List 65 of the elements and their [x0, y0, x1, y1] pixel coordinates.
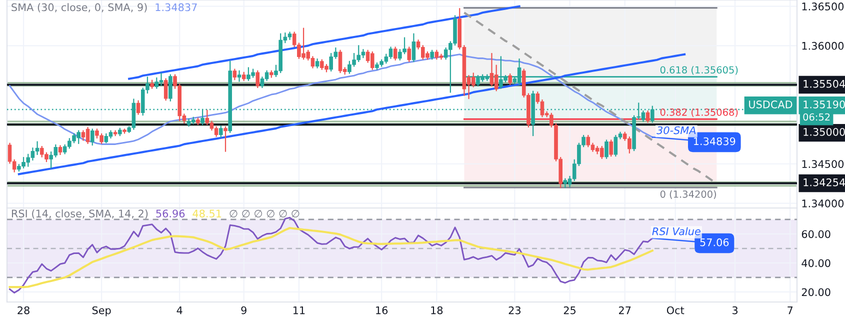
candlestick: [407, 46, 411, 62]
candlestick: [508, 74, 512, 85]
x-tick-label: 3: [732, 306, 738, 314]
annotation: 1.34837: [156, 3, 197, 12]
annotation: USDCAD: [749, 100, 792, 108]
candlestick: [604, 140, 608, 159]
y-tick-label: 1.34500: [802, 160, 844, 168]
candlestick: [494, 64, 498, 92]
x-tick-label: 11: [293, 306, 305, 314]
text: 06:52: [803, 113, 830, 121]
y-tick-label: 60.00: [802, 230, 830, 238]
candlestick: [232, 68, 237, 80]
y-tick-label: 20.00: [802, 288, 830, 296]
candlestick: [224, 126, 228, 152]
ref-line-label: 0.618 (1.35605): [660, 66, 738, 75]
candlestick: [237, 70, 242, 82]
ref-line-label: 1.34254: [804, 178, 845, 186]
ref-line-label: 1.35190: [804, 100, 845, 108]
candlestick: [219, 126, 223, 138]
annotation: RSI (14, close, SMA, 14, 2): [12, 209, 148, 219]
annotation: 56.96: [156, 210, 185, 218]
ref-line-label: 1.35000: [804, 128, 845, 136]
x-tick-label: 4: [176, 306, 182, 314]
series-label: 30-SMA: [656, 126, 696, 134]
y-tick-label: 40.00: [802, 259, 830, 268]
x-tick-label: 27: [618, 306, 631, 314]
candlestick: [81, 130, 86, 141]
y-tick-label: 1.36500: [802, 2, 844, 10]
annotation: 48.51: [192, 210, 222, 218]
ref-line-label: 1.35504: [804, 80, 845, 88]
x-tick-label: 23: [508, 306, 520, 314]
x-tick-label: Oct: [666, 306, 684, 314]
ref-line-label: 0.382 (1.35068): [660, 108, 738, 117]
y-tick-label: 1.34000: [802, 200, 844, 208]
candlestick: [646, 110, 650, 123]
candlestick: [412, 33, 416, 62]
candlestick: [90, 128, 94, 146]
candlestick: [86, 127, 90, 144]
candlestick: [614, 134, 618, 157]
data-label: 57.06: [700, 238, 729, 246]
ref-line-label: 0 (1.34200): [660, 190, 716, 199]
x-tick-label: 25: [564, 306, 576, 314]
candlestick: [154, 77, 159, 89]
series-label: RSI Value: [652, 227, 700, 236]
x-tick-label: 7: [788, 306, 793, 314]
candlestick: [214, 126, 218, 137]
line-series: [8, 226, 654, 288]
candlestick: [256, 70, 260, 88]
candlestick: [471, 72, 476, 88]
annotation: ∅ ∅ ∅ ∅ ∅ ∅: [230, 210, 300, 218]
candlestick: [164, 78, 168, 101]
candlestick: [586, 134, 590, 148]
annotation: SMA (30, close, 0, SMA, 9): [12, 3, 147, 12]
data-label: 1.34839: [694, 137, 736, 146]
candlestick: [136, 100, 140, 115]
candlestick: [205, 110, 210, 126]
x-tick-label: 28: [18, 306, 30, 314]
candlestick: [609, 140, 613, 157]
candlestick: [168, 74, 172, 102]
x-tick-label: 18: [431, 306, 443, 314]
x-tick-label: Sep: [92, 306, 111, 316]
y-tick-label: 1.36000: [802, 42, 844, 50]
x-tick-label: 16: [376, 306, 388, 314]
x-tick-label: 9: [241, 306, 246, 314]
candlestick: [393, 46, 398, 60]
